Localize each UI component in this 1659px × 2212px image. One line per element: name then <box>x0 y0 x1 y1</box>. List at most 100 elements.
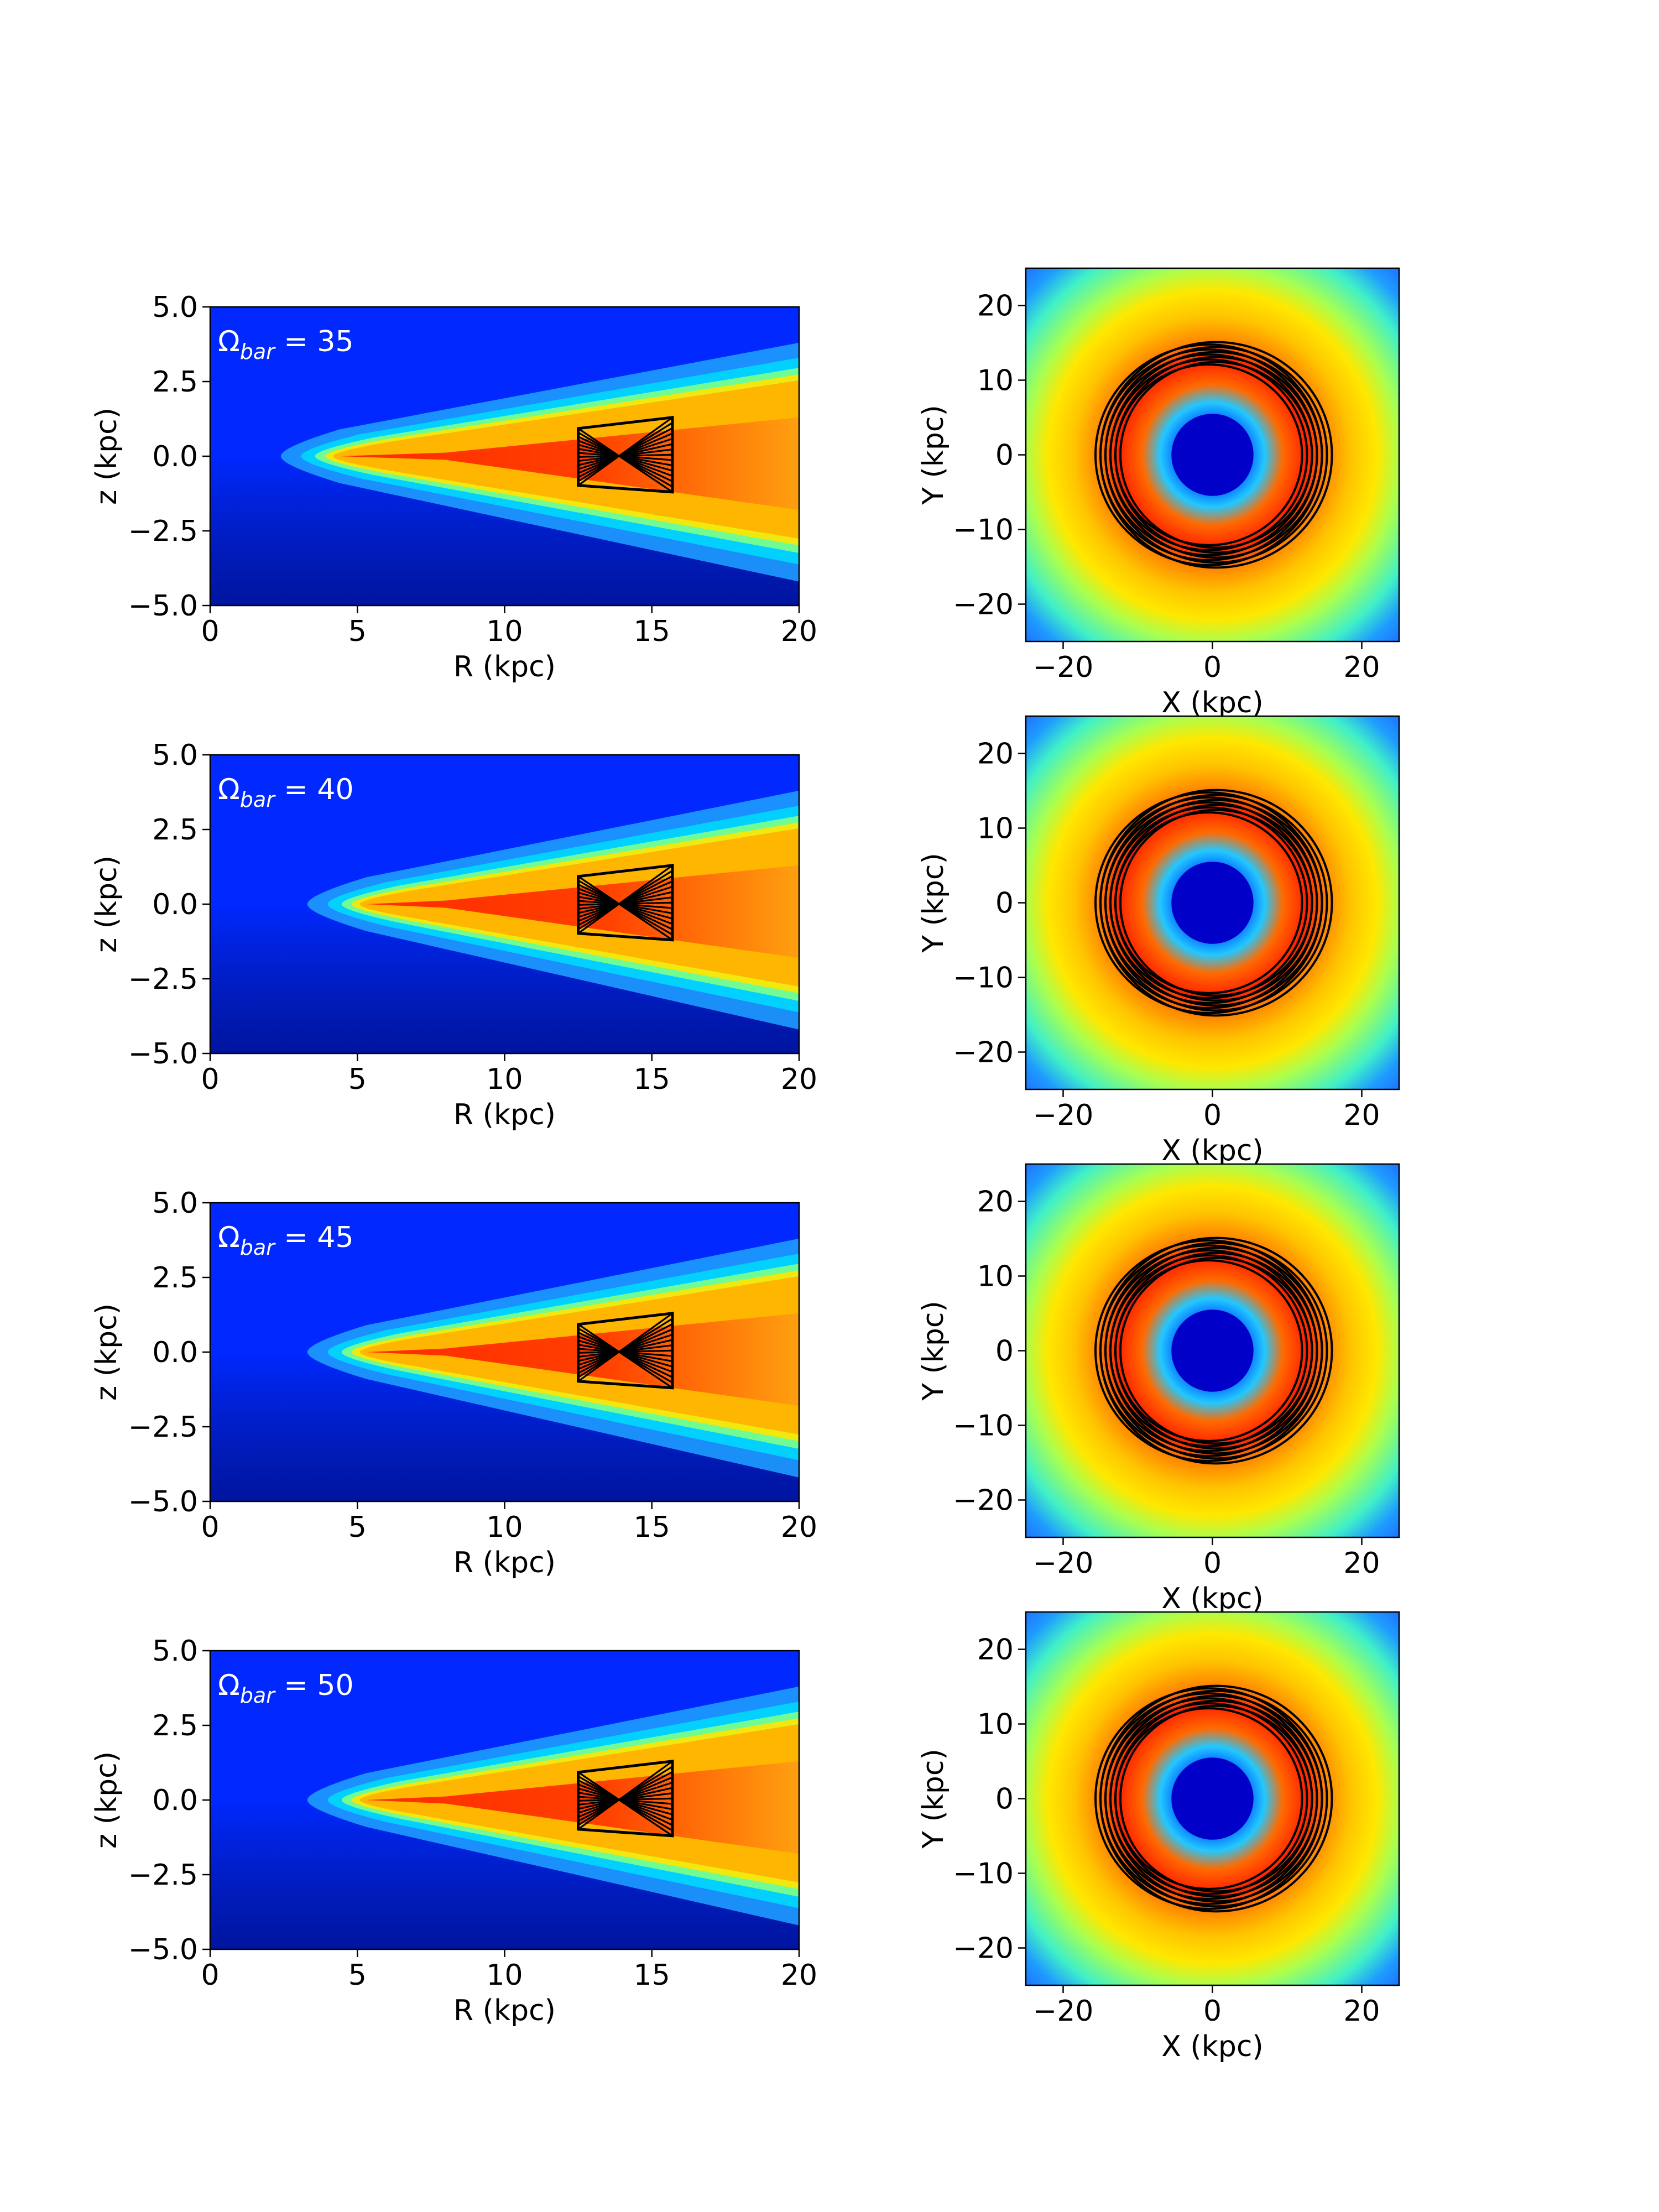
y-tick-label: 20 <box>977 290 1014 323</box>
x-tick-label: 0 <box>1203 651 1222 684</box>
orbit-envelope <box>577 863 674 942</box>
x-tick-label: 15 <box>634 1959 670 1992</box>
x-axis-label: R (kpc) <box>453 1994 556 2027</box>
y-tick-label: −10 <box>953 962 1014 995</box>
orbit-envelope <box>577 1311 674 1390</box>
x-tick-label: 20 <box>781 1511 817 1544</box>
orbit-envelope <box>577 1759 674 1838</box>
y-axis-label: Y (kpc) <box>917 853 950 953</box>
x-tick-label: 20 <box>781 1959 817 1992</box>
x-tick-label: 15 <box>634 1511 670 1544</box>
x-tick-label: 20 <box>1343 1099 1380 1132</box>
x-axis-label: R (kpc) <box>453 1546 556 1579</box>
y-tick-label: −2.5 <box>128 1859 198 1892</box>
x-axis-label: X (kpc) <box>1161 1582 1263 1615</box>
y-tick-label: −5.0 <box>128 1485 198 1519</box>
y-tick-label: 20 <box>977 1634 1014 1667</box>
orbit <box>577 863 674 942</box>
x-tick-label: −20 <box>1033 1995 1094 2028</box>
y-tick-label: 5.0 <box>152 739 198 772</box>
orbit-ring <box>1094 789 1333 1017</box>
orbit-ring <box>1094 1684 1333 1913</box>
orbit-path <box>1099 789 1333 1017</box>
x-axis-label: R (kpc) <box>453 1098 556 1131</box>
y-tick-label: 2.5 <box>152 1709 198 1743</box>
y-tick-label: 0 <box>995 1335 1014 1368</box>
orbit-path <box>577 1323 673 1389</box>
x-tick-label: 5 <box>348 1959 367 1992</box>
y-tick-label: 0.0 <box>152 440 198 473</box>
y-tick-label: 5.0 <box>152 291 198 324</box>
orbit-envelope <box>577 415 674 494</box>
y-tick-label: −10 <box>953 514 1014 547</box>
x-tick-label: 20 <box>781 1063 817 1096</box>
y-tick-label: −20 <box>953 588 1014 622</box>
x-tick-label: 20 <box>1343 1995 1380 2028</box>
x-tick-label: 0 <box>201 1959 219 1992</box>
y-tick-label: 2.5 <box>152 813 198 847</box>
x-tick-label: −20 <box>1033 1547 1094 1580</box>
x-axis-label: X (kpc) <box>1161 2030 1263 2063</box>
x-tick-label: 5 <box>348 1063 367 1096</box>
y-tick-label: 0.0 <box>152 888 198 921</box>
panel-edge-on-1: 0 5 10 15 20 5.0 2.5 0.0 −2.5 −5.0 R (kpc) z (kpc) Ω… <box>90 291 817 684</box>
density-core <box>1171 1310 1254 1392</box>
y-tick-label: 10 <box>977 364 1014 398</box>
orbit-path <box>1094 1239 1323 1462</box>
x-tick-label: 0 <box>1203 1995 1222 2028</box>
x-tick-label: 5 <box>348 1511 367 1544</box>
panel-face-on-1: −20 0 20 20 10 0 −10 −20 X (kpc) Y (kpc) <box>917 267 1400 719</box>
x-tick-label: 5 <box>348 615 367 648</box>
y-tick-label: 0 <box>995 887 1014 920</box>
y-tick-label: 10 <box>977 1260 1014 1293</box>
x-tick-label: 10 <box>486 1511 523 1544</box>
panel-face-on-2: −20 0 20 20 10 0 −10 −20 X (kpc) Y (kpc) <box>917 715 1400 1167</box>
orbit-path <box>577 864 673 935</box>
y-tick-label: −20 <box>953 1932 1014 1965</box>
density-map <box>1026 1612 1399 1985</box>
x-axis-label: R (kpc) <box>453 650 556 684</box>
y-tick-label: 0.0 <box>152 1784 198 1817</box>
y-tick-label: 0.0 <box>152 1336 198 1369</box>
orbit-path <box>1104 346 1328 564</box>
orbit-path <box>577 1312 673 1383</box>
omega-bar-annotation: Ωbar = 40 <box>218 773 354 812</box>
disc-core <box>340 417 799 510</box>
y-tick-label: −5.0 <box>128 1933 198 1966</box>
density-map <box>1026 268 1399 641</box>
orbit-path <box>577 1771 673 1837</box>
y-tick-label: 10 <box>977 812 1014 846</box>
y-axis-label: Y (kpc) <box>917 405 950 505</box>
panel-face-on-3: −20 0 20 20 10 0 −10 −20 X (kpc) Y (kpc) <box>917 1163 1400 1615</box>
y-tick-label: −2.5 <box>128 1411 198 1444</box>
y-axis-label: z (kpc) <box>90 1751 123 1849</box>
y-tick-label: 20 <box>977 1186 1014 1219</box>
x-tick-label: 0 <box>201 1511 219 1544</box>
y-tick-label: −10 <box>953 1410 1014 1443</box>
orbit-path <box>1104 1689 1328 1908</box>
density-core <box>1171 1757 1254 1840</box>
density-core <box>1171 862 1254 944</box>
x-tick-label: 10 <box>486 1959 523 1992</box>
orbit-ring <box>1094 341 1333 569</box>
y-axis-label: z (kpc) <box>90 1303 123 1401</box>
omega-bar-annotation: Ωbar = 50 <box>218 1669 354 1708</box>
x-tick-label: 0 <box>201 1063 219 1096</box>
x-axis-label: X (kpc) <box>1161 1134 1263 1167</box>
orbit <box>577 1759 674 1838</box>
x-tick-label: 0 <box>201 615 219 648</box>
y-tick-label: 2.5 <box>152 366 198 399</box>
panel-edge-on-3: 0 5 10 15 20 5.0 2.5 0.0 −2.5 −5.0 R (kpc) z (kpc) Ω… <box>90 1187 817 1579</box>
panel-edge-on-2: 0 5 10 15 20 5.0 2.5 0.0 −2.5 −5.0 R (kpc) z (kpc) Ω… <box>90 739 817 1131</box>
x-tick-label: 20 <box>781 615 817 648</box>
y-axis-label: Y (kpc) <box>917 1301 950 1401</box>
panel-edge-on-4: 0 5 10 15 20 5.0 2.5 0.0 −2.5 −5.0 R (kpc) z (kpc) Ω… <box>90 1635 817 2027</box>
omega-bar-annotation: Ωbar = 35 <box>218 325 354 364</box>
density-core <box>1171 414 1254 496</box>
x-tick-label: 20 <box>1343 651 1380 684</box>
orbit-ring <box>1094 1237 1333 1465</box>
omega-bar-annotation: Ωbar = 45 <box>218 1221 354 1260</box>
x-tick-label: −20 <box>1033 651 1094 684</box>
density-map <box>1026 716 1399 1089</box>
orbit-path <box>1104 1241 1328 1460</box>
